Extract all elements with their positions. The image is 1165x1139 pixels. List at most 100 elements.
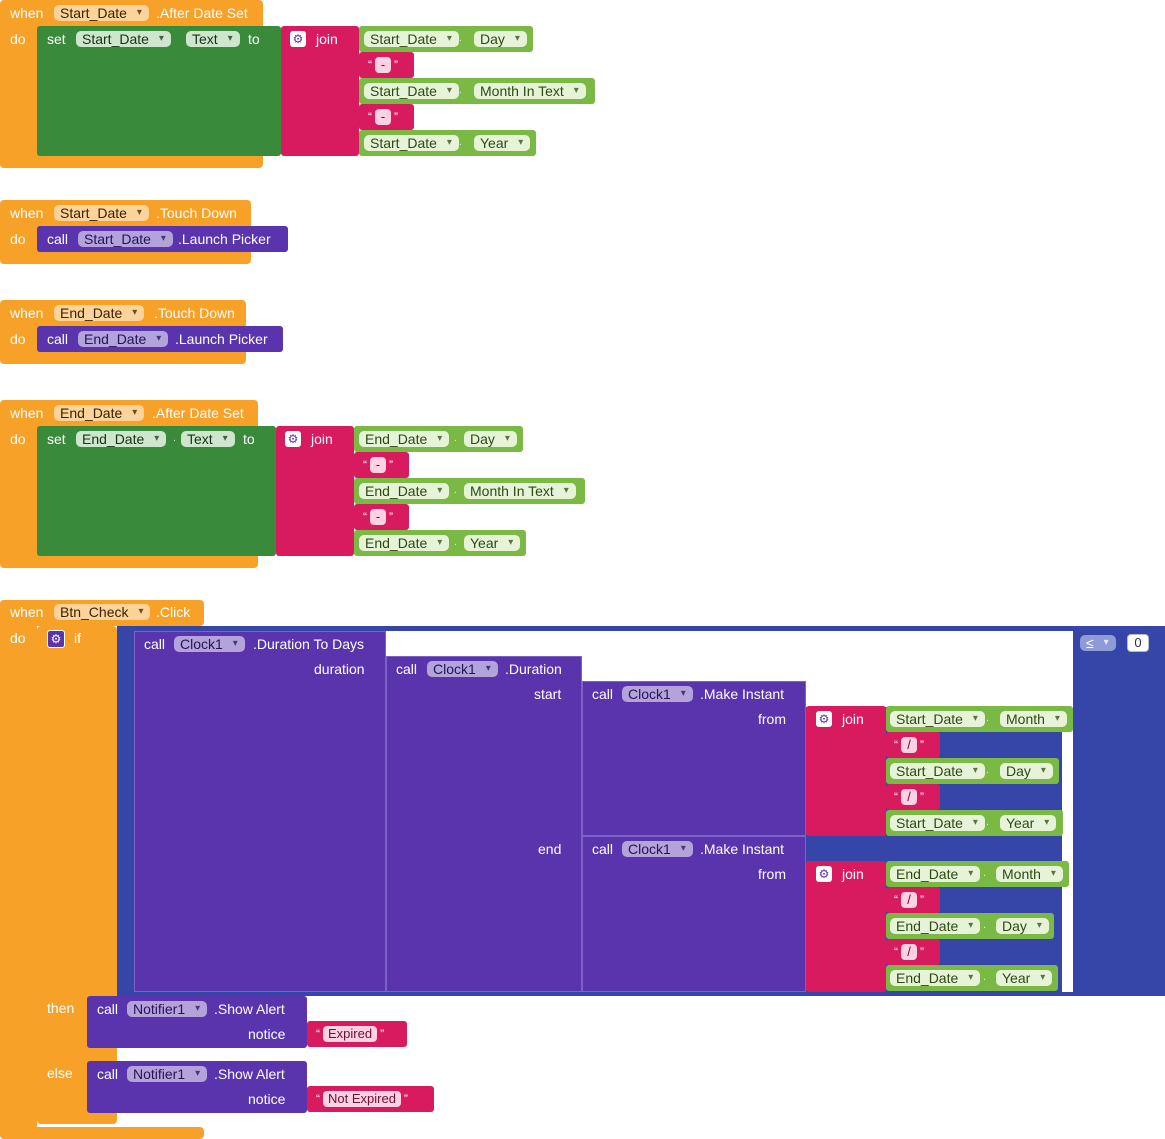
- component-dropdown[interactable]: End_Date: [78, 331, 169, 347]
- component-dropdown[interactable]: End_Date: [76, 431, 167, 447]
- param-label: notice: [248, 1091, 286, 1107]
- call-keyword: call: [47, 231, 69, 247]
- operator-dropdown[interactable]: ≤: [1080, 635, 1116, 651]
- component-dropdown[interactable]: End_Date: [890, 970, 981, 986]
- text-value[interactable]: /: [901, 944, 917, 960]
- number-input[interactable]: 0: [1127, 634, 1149, 652]
- component-dropdown[interactable]: Start_Date: [364, 83, 459, 99]
- text-value[interactable]: /: [901, 737, 917, 753]
- component-dropdown[interactable]: Start_Date: [364, 135, 459, 151]
- call-duration-block[interactable]: [386, 656, 582, 992]
- property-dropdown[interactable]: Day: [474, 31, 527, 47]
- event-name: .Click: [156, 604, 191, 620]
- method-name: .Show Alert: [214, 1066, 285, 1082]
- join-keyword: join: [316, 31, 338, 47]
- component-dropdown[interactable]: End_Date: [890, 918, 981, 934]
- component-dropdown[interactable]: Start_Date: [364, 31, 459, 47]
- join-keyword: join: [311, 431, 333, 447]
- set-property-block[interactable]: [37, 426, 276, 556]
- text-value[interactable]: -: [370, 457, 386, 473]
- component-dropdown[interactable]: End_Date: [359, 483, 450, 499]
- text-value[interactable]: -: [375, 57, 391, 73]
- gear-icon[interactable]: ⚙: [290, 31, 306, 47]
- join-block[interactable]: [806, 706, 886, 836]
- event-name: .Touch Down: [154, 305, 235, 321]
- property-dropdown[interactable]: Year: [1000, 815, 1057, 831]
- property-dropdown[interactable]: Month In Text: [474, 83, 586, 99]
- event-name: .After Date Set: [152, 405, 244, 421]
- component-dropdown[interactable]: End_Date: [890, 866, 981, 882]
- property-dropdown[interactable]: Day: [464, 431, 517, 447]
- component-dropdown[interactable]: Clock1: [622, 686, 693, 702]
- param-label: from: [758, 866, 786, 882]
- when-keyword: when: [10, 5, 44, 21]
- component-dropdown[interactable]: Clock1: [622, 841, 693, 857]
- call-make-instant-block[interactable]: [582, 681, 806, 836]
- when-keyword: when: [10, 205, 44, 221]
- call-make-instant-block[interactable]: [582, 836, 806, 992]
- component-dropdown[interactable]: Start_Date: [54, 205, 149, 221]
- component-dropdown[interactable]: Start_Date: [78, 231, 173, 247]
- property-dropdown[interactable]: Month In Text: [464, 483, 576, 499]
- call-keyword: call: [97, 1001, 119, 1017]
- component-dropdown[interactable]: Clock1: [174, 636, 245, 652]
- component-dropdown[interactable]: Start_Date: [890, 763, 985, 779]
- property-dropdown[interactable]: Day: [996, 918, 1049, 934]
- param-label: end: [538, 841, 562, 857]
- component-dropdown[interactable]: End_Date: [54, 405, 145, 421]
- component-dropdown[interactable]: Btn_Check: [54, 604, 151, 620]
- component-dropdown[interactable]: Notifier1: [127, 1001, 208, 1017]
- component-dropdown[interactable]: Start_Date: [76, 31, 171, 47]
- gear-icon[interactable]: ⚙: [47, 630, 65, 648]
- property-dropdown[interactable]: Month: [1000, 711, 1067, 727]
- join-block[interactable]: [276, 426, 354, 556]
- do-keyword: do: [10, 231, 26, 247]
- component-dropdown[interactable]: Notifier1: [127, 1066, 208, 1082]
- if-else-block[interactable]: [37, 626, 117, 1124]
- text-value[interactable]: Expired: [323, 1026, 378, 1042]
- param-label: duration: [314, 661, 365, 677]
- property-dropdown[interactable]: Year: [464, 535, 521, 551]
- method-name: .Launch Picker: [178, 231, 271, 247]
- component-dropdown[interactable]: Clock1: [427, 661, 498, 677]
- gear-icon[interactable]: ⚙: [816, 711, 832, 727]
- call-keyword: call: [144, 636, 166, 652]
- property-dropdown[interactable]: Year: [474, 135, 531, 151]
- set-property-block[interactable]: [37, 26, 281, 156]
- method-name: .Make Instant: [700, 841, 785, 857]
- join-block[interactable]: [281, 26, 359, 156]
- when-keyword: when: [10, 405, 44, 421]
- text-value[interactable]: Not Expired: [323, 1091, 401, 1107]
- else-keyword: else: [47, 1065, 73, 1081]
- set-keyword: set: [47, 431, 66, 447]
- property-dropdown[interactable]: Month: [996, 866, 1063, 882]
- text-value[interactable]: -: [370, 509, 386, 525]
- gear-icon[interactable]: ⚙: [285, 431, 301, 447]
- call-keyword: call: [97, 1066, 119, 1082]
- join-keyword: join: [842, 866, 864, 882]
- component-dropdown[interactable]: Start_Date: [890, 711, 985, 727]
- component-dropdown[interactable]: End_Date: [359, 431, 450, 447]
- component-dropdown[interactable]: Start_Date: [54, 5, 149, 21]
- join-block[interactable]: [806, 861, 886, 992]
- gear-icon[interactable]: ⚙: [816, 866, 832, 882]
- to-keyword: to: [248, 31, 260, 47]
- property-dropdown[interactable]: Text: [181, 431, 235, 447]
- component-dropdown[interactable]: End_Date: [54, 305, 145, 321]
- property-dropdown[interactable]: Day: [1000, 763, 1053, 779]
- text-value[interactable]: /: [901, 789, 917, 805]
- param-label: start: [534, 686, 562, 702]
- do-keyword: do: [10, 431, 26, 447]
- component-dropdown[interactable]: Start_Date: [890, 815, 985, 831]
- text-value[interactable]: -: [375, 109, 391, 125]
- call-duration-to-days-block[interactable]: [134, 631, 386, 992]
- method-name: .Make Instant: [700, 686, 785, 702]
- property-dropdown[interactable]: Text: [186, 31, 240, 47]
- component-dropdown[interactable]: End_Date: [359, 535, 450, 551]
- text-value[interactable]: /: [901, 892, 917, 908]
- call-keyword: call: [592, 686, 614, 702]
- event-name: .Touch Down: [156, 205, 237, 221]
- do-keyword: do: [10, 331, 26, 347]
- method-name: .Launch Picker: [175, 331, 268, 347]
- property-dropdown[interactable]: Year: [996, 970, 1053, 986]
